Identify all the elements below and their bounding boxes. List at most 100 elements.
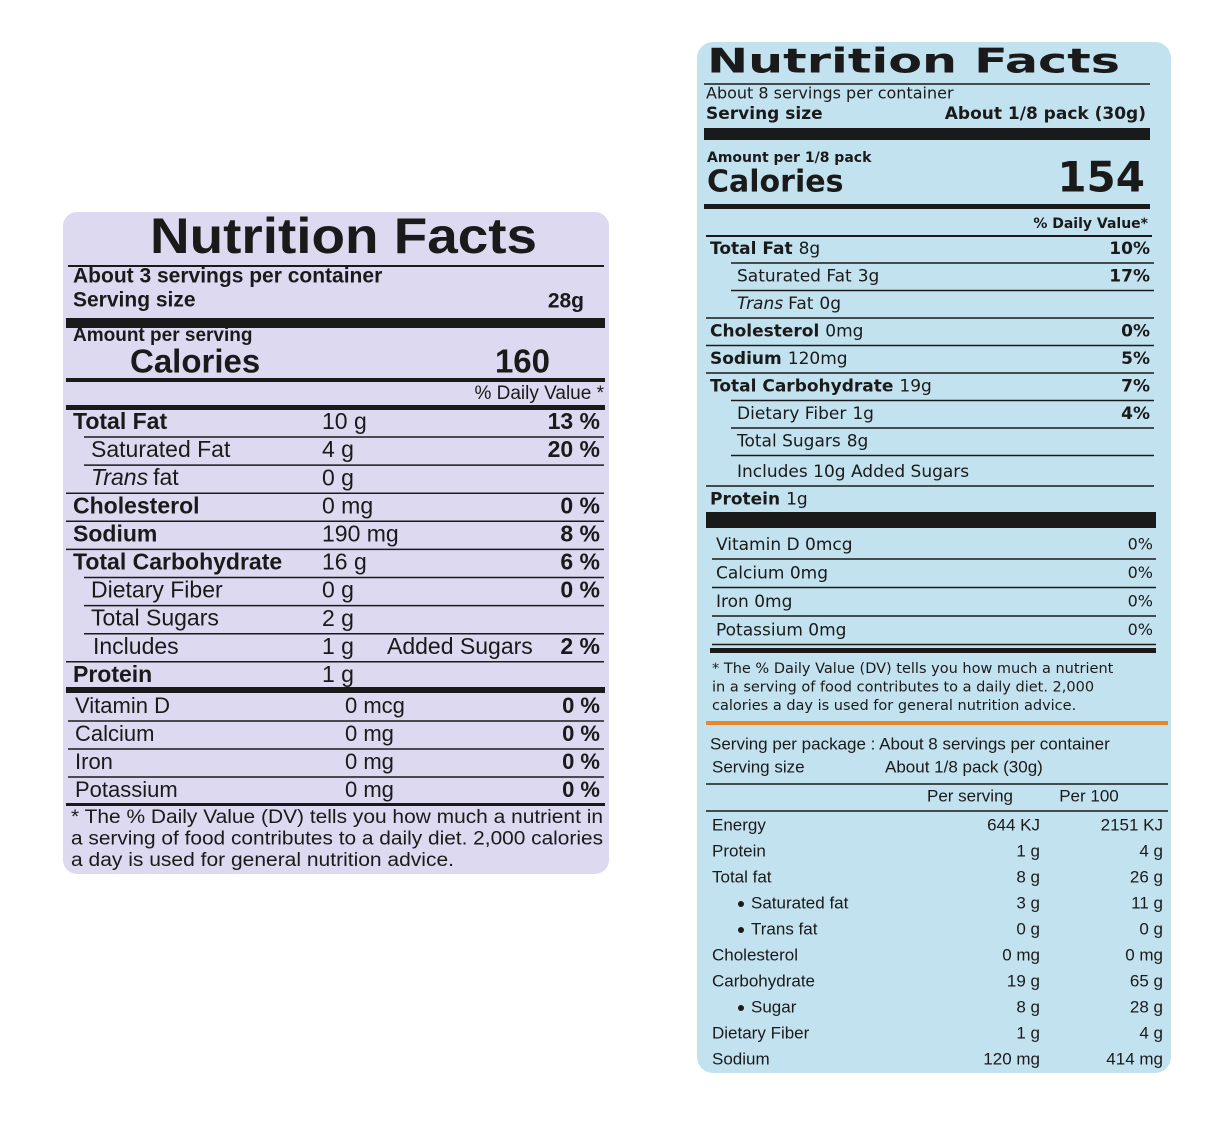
nutrient-name-text: Total Carbohydrate xyxy=(710,377,893,397)
vitamin-name: Potassium 0mg xyxy=(716,621,846,641)
per-serving: 19 g xyxy=(1007,971,1040,990)
vitamin-name: Iron xyxy=(75,749,113,774)
footnote: calories a day is used for general nutri… xyxy=(712,698,1076,714)
nutrient-amount: 1 g xyxy=(322,633,354,659)
servings: About 8 servings per container xyxy=(706,84,954,103)
per-serving: 120 mg xyxy=(983,1049,1040,1068)
nutrient-dv: 0% xyxy=(1121,322,1150,342)
nutrient-name-text: Sodium xyxy=(73,520,157,546)
nutrient-name: Trans fat xyxy=(91,464,179,490)
thick-rule xyxy=(66,405,605,410)
per-serving: 0 g xyxy=(1016,919,1040,938)
nutrient-name-text: Total Fat xyxy=(710,239,793,259)
package-servings: Serving per package : About 8 servings p… xyxy=(710,734,1110,753)
row-name: Sodium xyxy=(712,1049,770,1068)
vitamin-dv: 0% xyxy=(1128,563,1153,582)
serving-size-value: About 1/8 pack (30g) xyxy=(945,104,1146,124)
row-name: Energy xyxy=(712,815,766,834)
nutrient-name: Trans Fat 0g xyxy=(737,294,841,314)
nutrient-name-text: Dietary Fiber xyxy=(91,577,223,603)
title: Nutrition Facts xyxy=(150,208,537,264)
nutrient-name-text: Cholesterol xyxy=(710,322,819,342)
thick-rule xyxy=(66,803,605,806)
per-serving: 3 g xyxy=(1016,893,1040,912)
vitamin-name: Vitamin D xyxy=(75,693,170,718)
nutrient-name: Protein 1g xyxy=(710,490,808,510)
per-serving: 8 g xyxy=(1016,997,1040,1016)
nutrient-name-italic: Trans xyxy=(91,464,149,490)
nutrient-name-text: Total Fat xyxy=(73,408,167,434)
per-serving: 1 g xyxy=(1016,841,1040,860)
nutrient-amount: 10 g xyxy=(322,408,367,434)
row-name: Carbohydrate xyxy=(712,971,815,990)
nutrient-name-rest: fat xyxy=(153,464,179,490)
nutrient-name: Includes xyxy=(93,633,179,659)
nutrient-name-text: Total Sugars xyxy=(736,432,841,452)
nutrient-name: Total Fat xyxy=(73,408,167,434)
nutrient-dv: 0 % xyxy=(560,492,600,518)
vitamin-name: Iron 0mg xyxy=(716,592,792,612)
nutrient-name-text: Total Sugars xyxy=(91,605,219,631)
nutrient-name-text: Cholesterol xyxy=(73,492,200,518)
nutrient-name-text: Includes xyxy=(93,633,179,659)
per-100: 414 mg xyxy=(1106,1049,1163,1068)
per-serving: 1 g xyxy=(1016,1023,1040,1042)
thick-rule xyxy=(710,648,1156,653)
row-name: Cholesterol xyxy=(712,945,798,964)
nutrient-dv: 7% xyxy=(1121,377,1150,397)
column-header: Per 100 xyxy=(1059,786,1119,805)
per-100: 4 g xyxy=(1139,1023,1163,1042)
nutrient-amount: 19g xyxy=(899,377,931,397)
nutrient-name: Cholesterol 0mg xyxy=(710,322,863,342)
nutrient-dv: 8 % xyxy=(560,520,600,546)
nutrient-name: Sodium 120mg xyxy=(710,349,848,369)
per-100: 28 g xyxy=(1130,997,1163,1016)
nutrient-name-text: Protein xyxy=(710,490,780,510)
nutrient-amount: 3g xyxy=(858,267,880,287)
serving-size-label: Serving size xyxy=(706,104,823,124)
row-name: Trans fat xyxy=(751,919,818,938)
row-name: Total fat xyxy=(712,867,772,886)
amount-label: Amount per 1/8 pack xyxy=(707,150,872,166)
per-100: 0 g xyxy=(1139,919,1163,938)
per-100: 4 g xyxy=(1139,841,1163,860)
nutrient-dv: 20 % xyxy=(548,436,600,462)
bullet xyxy=(738,1005,744,1011)
nutrient-name-text: Dietary Fiber xyxy=(737,404,846,424)
nutrient-amount: 0g xyxy=(819,294,841,314)
nutrient-name: Saturated Fat xyxy=(91,436,231,462)
nutrient-amount: 0 g xyxy=(322,577,354,603)
per-100: 0 mg xyxy=(1125,945,1163,964)
per-100: 11 g xyxy=(1131,893,1163,912)
nutrient-amount: 1g xyxy=(786,490,808,510)
nutrient-name: Sodium xyxy=(73,520,157,546)
nutrient-dv: 17% xyxy=(1109,267,1150,287)
thick-rule xyxy=(704,128,1150,140)
per-serving: 0 mg xyxy=(1002,945,1040,964)
left-label-background xyxy=(63,212,609,874)
vitamin-name: Calcium xyxy=(75,721,154,746)
vitamin-dv: 0% xyxy=(1128,620,1153,639)
nutrient-name: Cholesterol xyxy=(73,492,200,518)
per-100: 26 g xyxy=(1130,867,1163,886)
nutrient-dv: 10% xyxy=(1109,239,1150,259)
nutrient-dv: 13 % xyxy=(548,408,600,434)
vitamin-dv: 0 % xyxy=(562,721,600,746)
vitamin-amount: 0 mg xyxy=(345,777,394,802)
bullet xyxy=(738,927,744,933)
nutrient-name-italic: Trans xyxy=(737,294,783,314)
vitamin-dv: 0 % xyxy=(562,693,600,718)
title: Nutrition Facts xyxy=(707,42,1120,82)
nutrient-amount: 8g xyxy=(847,432,869,452)
amount-label: Amount per serving xyxy=(73,325,252,346)
nutrient-amount: 1g xyxy=(852,404,874,424)
nutrient-amount: 0mg xyxy=(825,322,863,342)
vitamin-amount: 0 mcg xyxy=(345,693,405,718)
footnote: a serving of food contributes to a daily… xyxy=(71,829,603,850)
thick-rule xyxy=(66,318,605,328)
thick-rule xyxy=(704,204,1150,209)
serving-size-label: Serving size xyxy=(73,289,196,312)
column-header: Per serving xyxy=(927,786,1013,805)
nutrient-amount: 1 g xyxy=(322,661,354,687)
